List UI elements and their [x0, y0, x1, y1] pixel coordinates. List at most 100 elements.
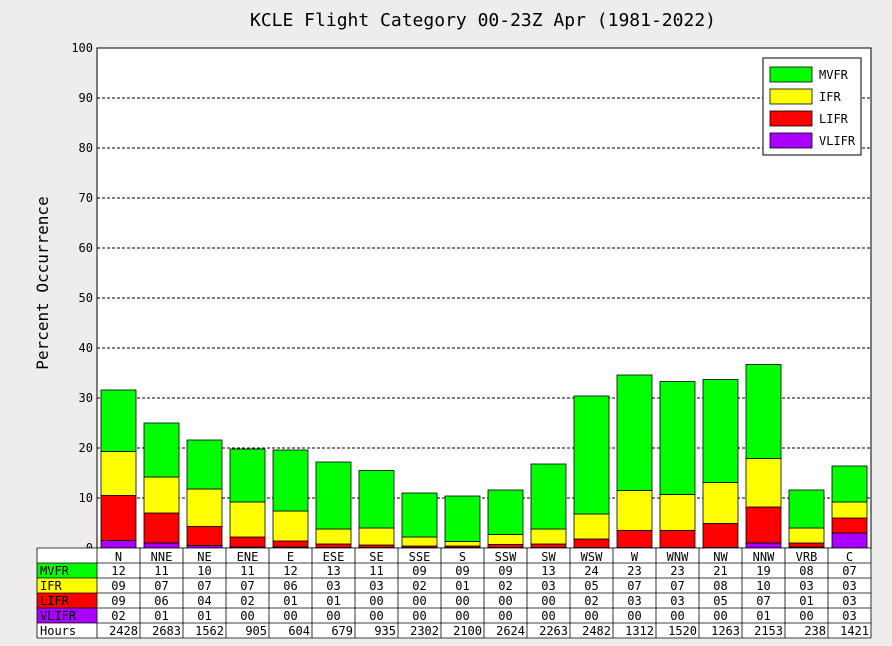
hours-cell: 1520	[668, 624, 697, 638]
table-cell-ifr: 06	[283, 579, 297, 593]
bar-vlifr-nnw	[745, 542, 782, 549]
bar-lifr-ene	[229, 536, 266, 548]
bar-mvfr-ese	[315, 461, 352, 530]
table-cell-vlifr: 00	[240, 609, 254, 623]
category-label: NE	[197, 550, 211, 564]
bar-ifr-se	[358, 527, 395, 546]
bar-ifr-nw	[702, 482, 739, 524]
row-label-hours: Hours	[40, 624, 76, 638]
category-label: C	[846, 550, 853, 564]
hours-cell: 1263	[711, 624, 740, 638]
bar-lifr-nnw	[745, 506, 782, 544]
table-cell-lifr: 06	[154, 594, 168, 608]
bar-lifr-e	[272, 540, 309, 548]
table-cell-mvfr: 09	[498, 564, 512, 578]
table-cell-mvfr: 23	[670, 564, 684, 578]
hours-cell: 1421	[840, 624, 869, 638]
table-cell-ifr: 03	[799, 579, 813, 593]
table-cell-vlifr: 00	[326, 609, 340, 623]
table-cell-ifr: 08	[713, 579, 727, 593]
bar-ifr-wsw	[573, 513, 610, 540]
hours-cell: 238	[804, 624, 826, 638]
bar-mvfr-nw	[702, 379, 739, 483]
hours-cell: 679	[331, 624, 353, 638]
table-cell-mvfr: 11	[154, 564, 168, 578]
bar-lifr-vrb	[788, 542, 825, 548]
bar-ifr-vrb	[788, 527, 825, 544]
bar-mvfr-sw	[530, 463, 567, 530]
row-label-vlifr: VLIFR	[40, 609, 77, 623]
table-cell-mvfr: 19	[756, 564, 770, 578]
bar-lifr-c	[831, 517, 868, 534]
table-cell-lifr: 02	[584, 594, 598, 608]
table-cell-vlifr: 00	[283, 609, 297, 623]
hours-cell: 2683	[152, 624, 181, 638]
category-label: W	[631, 550, 639, 564]
bar-ifr-sse	[401, 536, 438, 547]
hours-cell: 2482	[582, 624, 611, 638]
table-cell-lifr: 09	[111, 594, 125, 608]
bar-vlifr-n	[100, 540, 137, 549]
table-cell-lifr: 01	[283, 594, 297, 608]
y-tick-label: 100	[71, 41, 93, 55]
category-label: NNE	[151, 550, 173, 564]
legend-label-lifr: LIFR	[819, 112, 849, 126]
y-tick-label: 10	[79, 491, 93, 505]
table-cell-ifr: 02	[412, 579, 426, 593]
table-cell-lifr: 03	[670, 594, 684, 608]
table-cell-ifr: 07	[197, 579, 211, 593]
table-cell-vlifr: 00	[455, 609, 469, 623]
table-cell-vlifr: 01	[197, 609, 211, 623]
bar-vlifr-nne	[143, 542, 180, 549]
bar-mvfr-n	[100, 389, 137, 452]
table-cell-lifr: 03	[627, 594, 641, 608]
table-cell-ifr: 03	[326, 579, 340, 593]
bar-ifr-s	[444, 541, 481, 547]
grid-lines	[97, 97, 871, 499]
bar-mvfr-ne	[186, 439, 223, 490]
category-label: SW	[541, 550, 556, 564]
row-label-cell-vlifr	[37, 608, 97, 623]
table-cell-ifr: 03	[541, 579, 555, 593]
hours-cell: 604	[288, 624, 310, 638]
legend: MVFR IFR LIFR VLIFR	[762, 57, 862, 156]
table-cell-lifr: 01	[799, 594, 813, 608]
bar-mvfr-w	[616, 374, 653, 491]
table-cell-ifr: 03	[369, 579, 383, 593]
category-label: ESE	[323, 550, 345, 564]
table-cell-vlifr: 02	[111, 609, 125, 623]
bar-ifr-ene	[229, 501, 266, 538]
y-tick-labels: 0102030405060708090100	[71, 41, 93, 555]
bar-ifr-c	[831, 501, 868, 519]
table-cell-ifr: 07	[670, 579, 684, 593]
table-cell-vlifr: 00	[713, 609, 727, 623]
bar-mvfr-nnw	[745, 364, 782, 459]
table-cell-mvfr: 21	[713, 564, 727, 578]
bar-lifr-w	[616, 530, 653, 548]
bar-lifr-ssw	[487, 544, 524, 548]
bar-lifr-wsw	[573, 538, 610, 548]
table-cell-mvfr: 10	[197, 564, 211, 578]
category-label: ENE	[237, 550, 259, 564]
table-cell-lifr: 07	[756, 594, 770, 608]
table-cell-ifr: 02	[498, 579, 512, 593]
table-cell-ifr: 05	[584, 579, 598, 593]
bars	[100, 364, 868, 549]
category-label: WSW	[581, 550, 603, 564]
category-label: NNW	[753, 550, 775, 564]
bar-mvfr-sse	[401, 492, 438, 538]
table-cell-vlifr: 00	[498, 609, 512, 623]
y-tick-label: 50	[79, 291, 93, 305]
legend-swatch-ifr	[769, 88, 813, 105]
y-tick-label: 40	[79, 341, 93, 355]
table-cell-ifr: 09	[111, 579, 125, 593]
hours-cell: 1562	[195, 624, 224, 638]
table-cell-mvfr: 11	[369, 564, 383, 578]
bar-mvfr-e	[272, 449, 309, 512]
legend-label-vlifr: VLIFR	[819, 134, 856, 148]
bar-lifr-n	[100, 495, 137, 541]
table-cell-mvfr: 09	[412, 564, 426, 578]
bar-ifr-w	[616, 490, 653, 531]
legend-label-ifr: IFR	[819, 90, 841, 104]
